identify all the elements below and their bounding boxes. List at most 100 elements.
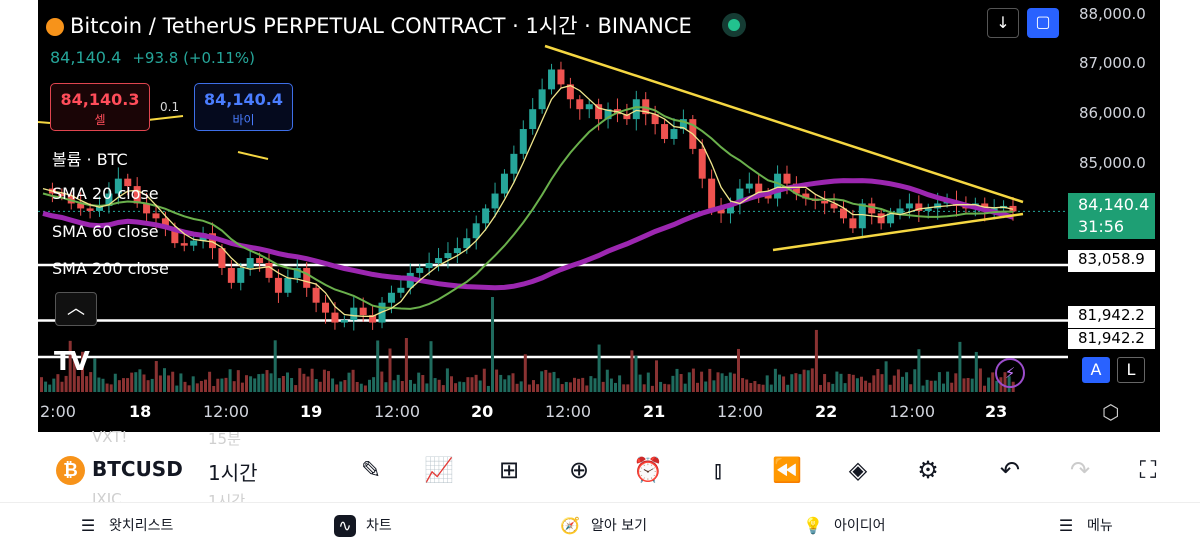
volume-bar <box>548 372 552 392</box>
sync-button[interactable]: ▢ <box>1027 8 1059 38</box>
volume-bar <box>614 382 617 392</box>
candle-body <box>171 228 179 244</box>
volume-bar <box>76 376 80 392</box>
volume-bar <box>937 372 941 392</box>
candle-body <box>548 69 556 90</box>
auto-scale-button[interactable]: A <box>1082 357 1110 383</box>
chart-settings-icon[interactable]: ⬡ <box>1102 400 1120 424</box>
volume-bar <box>60 381 64 392</box>
candle-body <box>802 193 810 199</box>
undo-icon[interactable]: ↶ <box>999 456 1021 484</box>
volume-bar <box>351 369 355 392</box>
symbol-title[interactable]: Bitcoin / TetherUS PERPETUAL CONTRACT · … <box>46 10 692 40</box>
nav-chart[interactable]: ∿ 차트 <box>334 515 392 537</box>
volume-bar <box>667 384 671 392</box>
candle-body <box>774 173 782 199</box>
volume-bar <box>745 379 749 392</box>
volume-bar <box>232 381 236 392</box>
volume-bar <box>642 384 646 392</box>
chart-panel[interactable] <box>38 0 1160 432</box>
volume-bar <box>368 379 371 392</box>
sell-button[interactable]: 84,140.3 셀 <box>50 83 150 131</box>
volume-bar <box>581 377 585 392</box>
volume-bar <box>954 373 958 392</box>
candles-icon[interactable]: ⫾ <box>714 456 722 484</box>
redo-icon[interactable]: ↷ <box>1069 456 1091 484</box>
volume-bar <box>294 385 298 392</box>
log-scale-button[interactable]: L <box>1117 357 1145 383</box>
volume-bar <box>946 371 950 392</box>
fullscreen-icon[interactable]: ⛶ <box>1139 456 1157 484</box>
plus-circle-icon[interactable]: ⊕ <box>568 456 590 484</box>
indicator-volume[interactable]: 볼륨 · BTC <box>52 150 128 169</box>
volume-bar <box>253 378 257 392</box>
candle-body <box>830 203 838 209</box>
market-status-icon[interactable] <box>722 13 746 37</box>
nav-chart-label: 차트 <box>366 518 392 534</box>
sma60-line <box>42 106 1014 310</box>
settings-sliders-icon[interactable]: ⚙ <box>917 456 939 484</box>
price-chart[interactable] <box>38 0 1160 432</box>
volume-bar <box>52 378 56 392</box>
candle-body <box>86 208 94 211</box>
volume-bar <box>72 353 76 392</box>
chart-icon: ∿ <box>334 515 356 537</box>
volume-bar <box>466 377 470 392</box>
volume-bar <box>728 372 732 392</box>
volume-bar <box>814 329 818 392</box>
indicators-icon[interactable]: 📈 <box>424 456 454 484</box>
volume-bar <box>712 380 716 392</box>
y-tick: 85,000.0 <box>1079 154 1146 172</box>
trendline-lower <box>772 212 1024 252</box>
x-tick: 2:00 <box>40 402 76 421</box>
volume-bar <box>786 384 790 392</box>
volume-bar <box>532 380 535 392</box>
candle-body <box>519 129 527 154</box>
volume-bar <box>64 375 68 392</box>
volume-bar <box>855 378 859 392</box>
candle-body <box>783 173 791 184</box>
interval-picker[interactable]: 1시간 <box>208 461 258 485</box>
nav-ideas[interactable]: 💡 아이디어 <box>802 515 886 537</box>
candle-body <box>359 307 367 316</box>
x-tick: 18 <box>129 402 152 421</box>
candle-body <box>576 99 584 110</box>
buy-label: 바이 <box>232 113 255 127</box>
volume-bar <box>761 384 765 392</box>
layers-icon[interactable]: ◈ <box>848 456 868 484</box>
volume-bar <box>622 384 626 392</box>
candle-body <box>934 203 942 209</box>
indicator-sma20[interactable]: SMA 20 close <box>52 184 159 203</box>
candle-body <box>915 203 923 211</box>
pencil-icon[interactable]: ✎ <box>360 456 382 484</box>
arrow-down-button[interactable]: ↓ <box>987 8 1019 38</box>
volume-bar <box>831 383 835 392</box>
candle-body <box>463 238 471 249</box>
indicator-sma60[interactable]: SMA 60 close <box>52 222 159 241</box>
volume-bar <box>995 380 999 392</box>
grid-icon[interactable]: ⊞ <box>498 456 520 484</box>
volume-bar <box>175 385 179 392</box>
candle-body <box>161 218 169 229</box>
indicator-sma200[interactable]: SMA 200 close <box>52 259 169 278</box>
candle-body <box>839 208 847 219</box>
nav-explore[interactable]: 🧭 알아 보기 <box>559 515 647 537</box>
sell-label: 셀 <box>94 113 106 127</box>
candle-body <box>604 109 612 120</box>
volume-bar <box>281 376 285 392</box>
symbol-picker[interactable]: BTCUSD <box>92 457 183 481</box>
buy-button[interactable]: 84,140.4 바이 <box>194 83 293 131</box>
nav-menu[interactable]: ☰ 메뉴 <box>1055 515 1113 537</box>
bitcoin-icon[interactable]: ₿ <box>56 456 85 485</box>
alarm-icon[interactable]: ⏰ <box>633 456 663 484</box>
replay-icon[interactable]: ⏪ <box>772 456 802 484</box>
collapse-legend-button[interactable]: ︿ <box>55 292 97 326</box>
volume-bar <box>659 381 663 392</box>
volume-bar <box>359 383 363 392</box>
nav-watchlist[interactable]: ☰ 왓치리스트 <box>77 515 174 537</box>
volume-bar <box>913 369 917 392</box>
candle-body <box>265 263 273 278</box>
bolt-icon[interactable]: ⚡ <box>995 358 1025 388</box>
volume-bar <box>417 372 421 392</box>
